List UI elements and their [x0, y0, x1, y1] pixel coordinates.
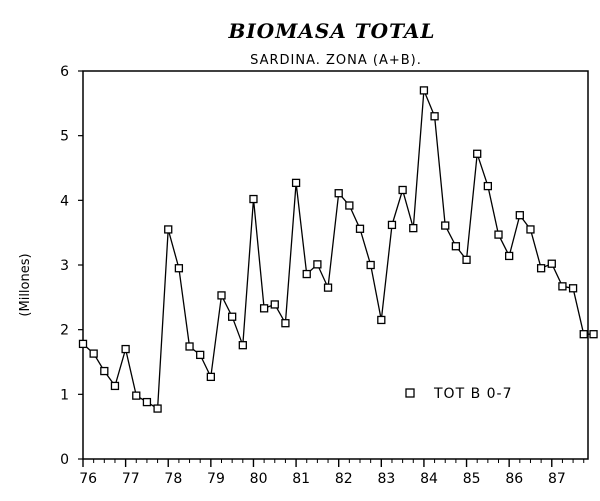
- data-point: [217, 291, 226, 300]
- data-point: [558, 282, 567, 291]
- x-tick-label: 83: [378, 471, 396, 487]
- data-point: [281, 319, 290, 328]
- series-line-tot-b: [82, 90, 594, 410]
- x-axis-ticks: 76 77 78 79 80 81 82 83 84 85 86 87: [79, 459, 585, 487]
- data-point: [547, 259, 556, 268]
- data-point: [451, 242, 461, 251]
- y-tick-label: 0: [60, 452, 69, 468]
- data-point: [589, 330, 598, 339]
- x-tick-label: 85: [463, 471, 481, 487]
- y-tick-label: 6: [60, 64, 69, 80]
- data-point: [164, 225, 173, 234]
- series-markers: [78, 86, 598, 413]
- data-point: [334, 189, 343, 198]
- legend: TOT B 0-7: [405, 386, 513, 402]
- data-point: [302, 269, 311, 279]
- x-tick-label: 76: [79, 471, 97, 487]
- data-point: [174, 264, 184, 273]
- data-point: [89, 349, 98, 358]
- data-point: [430, 112, 439, 121]
- y-tick-label: 2: [60, 323, 69, 339]
- x-tick-label: 86: [505, 471, 523, 487]
- data-point: [206, 372, 215, 382]
- data-point: [270, 300, 279, 309]
- y-tick-label: 5: [60, 129, 69, 145]
- x-tick-label: 77: [122, 471, 140, 487]
- chart-subtitle: SARDINA. ZONA (A+B).: [250, 53, 422, 68]
- data-point: [536, 264, 546, 273]
- y-axis-ticks: 0 1 2 3 4 5 6: [60, 64, 83, 468]
- data-point: [462, 255, 471, 264]
- x-tick-label: 79: [207, 471, 225, 487]
- x-tick-label: 82: [335, 471, 353, 487]
- data-point: [185, 342, 194, 351]
- data-point: [249, 194, 258, 204]
- data-point: [355, 224, 365, 233]
- x-tick-label: 81: [292, 471, 310, 487]
- data-point: [121, 344, 130, 354]
- data-point: [228, 312, 237, 321]
- data-point: [323, 283, 333, 292]
- data-point: [568, 284, 578, 293]
- data-point: [409, 223, 418, 233]
- data-point: [515, 211, 524, 220]
- data-point: [377, 315, 386, 325]
- y-tick-label: 3: [60, 258, 69, 274]
- data-point: [100, 366, 109, 376]
- data-point: [196, 350, 205, 360]
- data-point: [473, 149, 482, 158]
- data-point: [441, 221, 450, 230]
- data-point: [494, 230, 503, 239]
- data-point: [142, 397, 152, 407]
- data-point: [387, 220, 397, 230]
- data-point: [291, 178, 301, 188]
- data-point: [398, 185, 407, 195]
- data-point: [419, 86, 429, 95]
- data-point: [505, 251, 514, 261]
- data-point: [132, 391, 141, 400]
- x-tick-label: 78: [164, 471, 182, 487]
- chart-title: BIOMASA TOTAL: [228, 19, 436, 43]
- data-point: [579, 330, 588, 339]
- data-point: [526, 225, 535, 234]
- data-point: [345, 201, 354, 210]
- data-point: [110, 381, 120, 391]
- data-point: [259, 304, 269, 313]
- data-point: [238, 341, 247, 350]
- data-point: [153, 404, 162, 413]
- y-axis-label: (Millones): [18, 253, 33, 316]
- legend-label: TOT B 0-7: [433, 386, 513, 402]
- x-tick-label: 80: [250, 471, 268, 487]
- data-point: [313, 260, 322, 269]
- y-tick-label: 4: [60, 193, 69, 209]
- y-tick-label: 1: [60, 387, 69, 403]
- data-point: [483, 181, 493, 191]
- x-tick-label: 84: [420, 471, 438, 487]
- x-tick-label: 87: [548, 471, 566, 487]
- data-point: [366, 260, 375, 270]
- legend-marker: [405, 388, 415, 398]
- data-point: [78, 339, 88, 349]
